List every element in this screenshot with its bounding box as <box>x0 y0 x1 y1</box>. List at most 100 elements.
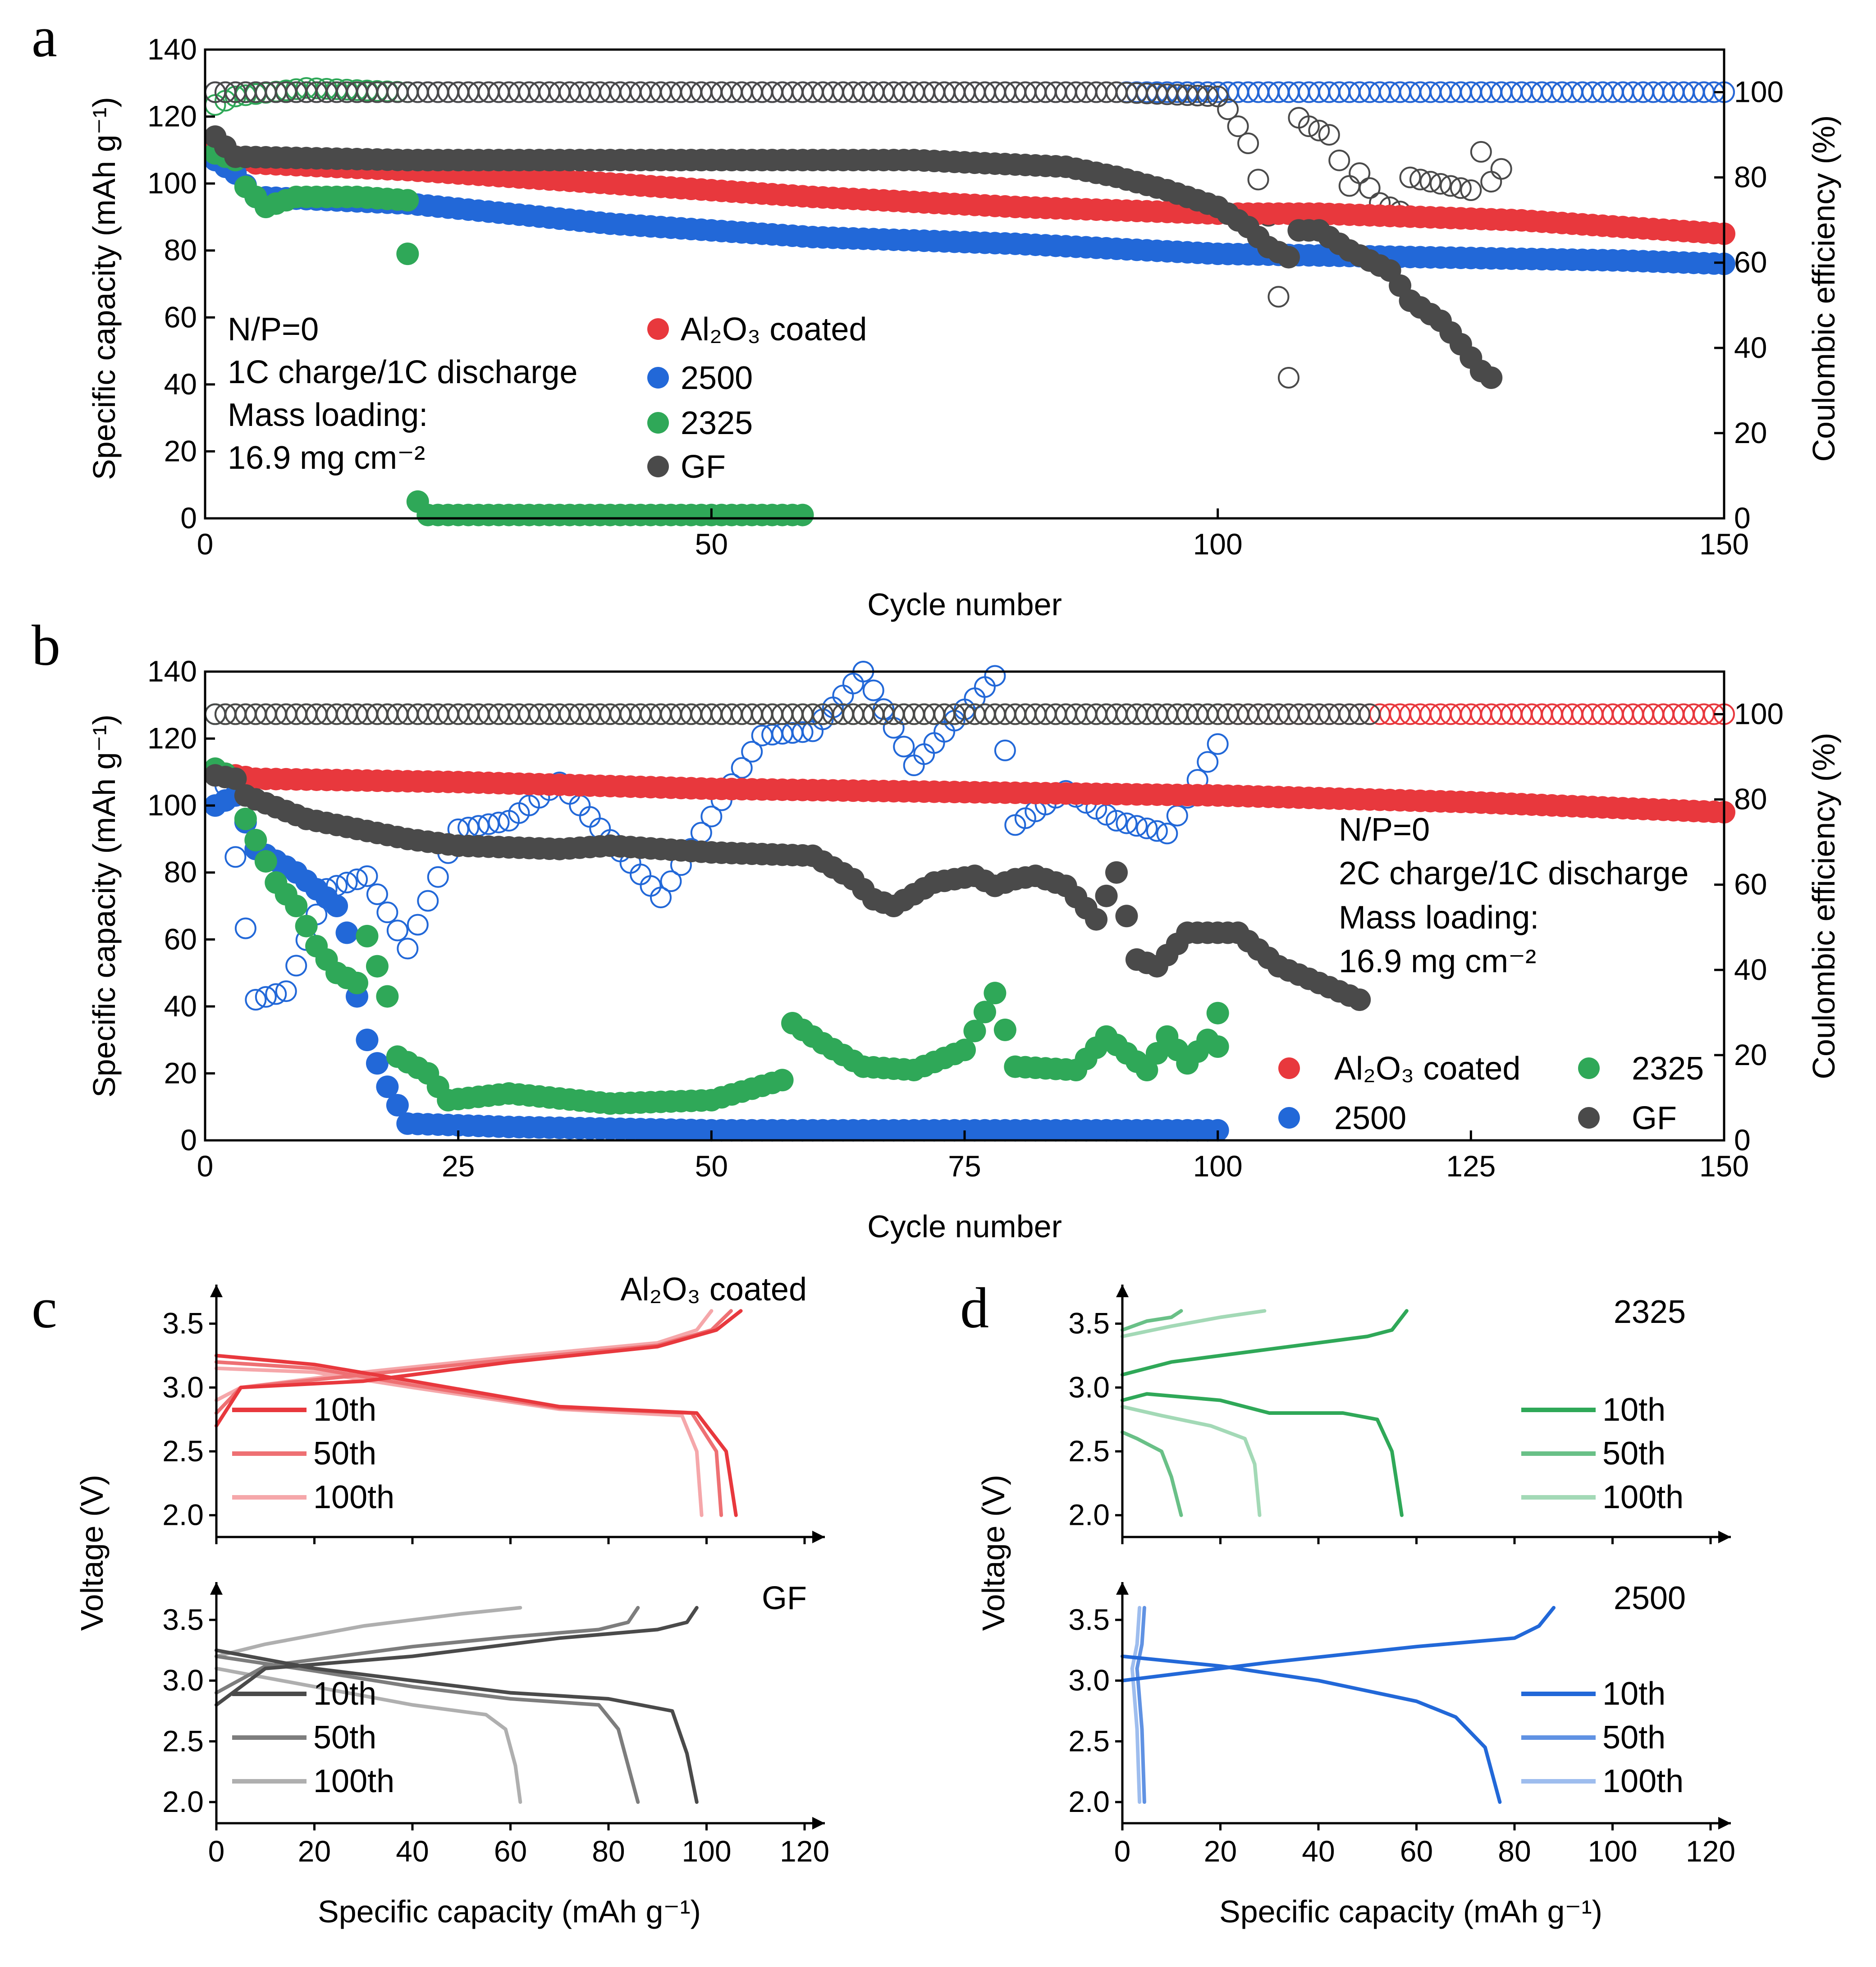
x-tick-label: 0 <box>208 1834 225 1868</box>
curve-2500-50th-discharge <box>1135 1666 1146 1804</box>
x-axis-arrow <box>812 1531 825 1543</box>
capacity-point-2325 <box>1206 1002 1229 1025</box>
ce-point-2500 <box>660 870 682 892</box>
x-tick-label: 60 <box>494 1834 527 1868</box>
panel-c-bottom-title: GF <box>762 1580 807 1616</box>
curve-2500-10th-charge <box>1121 1606 1556 1683</box>
panel-b-capacity-points <box>204 757 1735 1142</box>
plot-frame <box>204 48 1725 520</box>
legend-marker-2325 <box>647 412 669 434</box>
x-tick-label: 40 <box>1302 1834 1335 1868</box>
curve-gf-100th-charge <box>215 1606 522 1658</box>
ce-point-2500 <box>376 901 398 924</box>
y-tick-label: 2.5 <box>162 1724 204 1757</box>
ce-point-gf <box>1298 115 1320 137</box>
y-tick-label: 20 <box>164 434 197 467</box>
x-tick-label: 50 <box>695 1149 728 1183</box>
legend-marker-2500 <box>1278 1107 1300 1129</box>
legend-marker-2325 <box>1578 1057 1600 1079</box>
y-tick-label: 0 <box>180 1123 197 1157</box>
panel-c-top-legend: 10th 50th 100th <box>232 1392 394 1515</box>
ce-point-gf <box>1328 149 1350 171</box>
panel-d-bottom-title: 2500 <box>1614 1580 1686 1616</box>
y-tick-label: 2.0 <box>162 1498 204 1532</box>
legend-label-10th: 10th <box>1602 1676 1666 1712</box>
ce-point-2500 <box>397 938 419 960</box>
ce-point-gf <box>1460 179 1482 201</box>
x-axis-arrow <box>1718 1817 1731 1830</box>
panel-c-bottom-legend: 10th 50th 100th <box>232 1676 394 1799</box>
panel-c-xlabel: Specific capacity (mAh g⁻¹) <box>318 1894 701 1929</box>
y2-tick-label: 0 <box>1734 1123 1751 1157</box>
y-tick-label: 2.5 <box>1068 1434 1110 1468</box>
y-tick-label: 100 <box>147 166 197 200</box>
panel-d: 2.02.53.03.52.02.53.03.50 20 40 60 80 100 120 … <box>976 1285 1735 1929</box>
y-tick-label: 120 <box>147 722 197 755</box>
ce-point-2500 <box>275 980 297 1002</box>
capacity-point-2500 <box>356 1029 379 1052</box>
legend-label-100th: 100th <box>1602 1479 1684 1515</box>
capacity-point-2500 <box>1206 1119 1229 1142</box>
capacity-point-2325 <box>234 807 257 830</box>
x-tick-label: 150 <box>1699 527 1749 561</box>
legend-label-50th: 50th <box>313 1720 376 1756</box>
ce-point-gf <box>1227 115 1249 137</box>
ce-point-gf <box>1197 85 1219 107</box>
panel-d-ylabel: Voltage (V) <box>976 1475 1011 1631</box>
y2-tick-label: 40 <box>1734 953 1767 986</box>
panel-b-annotation-line-4: 16.9 mg cm⁻² <box>1339 943 1536 979</box>
x-axis-arrow <box>812 1817 825 1830</box>
capacity-point-2500 <box>335 921 358 944</box>
y-tick-label: 40 <box>164 989 197 1023</box>
panel-c-axes: 2.0 2.5 3.0 3.5 2.0 2.5 3.0 3.5 0 20 40 60 80 100 120 <box>162 1285 829 1868</box>
legend-label-50th: 50th <box>313 1436 376 1472</box>
y2-tick-label: 80 <box>1734 782 1767 816</box>
x-tick-label: 80 <box>592 1834 625 1868</box>
capacity-point-gf <box>1095 884 1118 907</box>
ce-point-gf <box>1308 119 1330 142</box>
x-tick-label: 125 <box>1446 1149 1496 1183</box>
x-tick-label: 25 <box>442 1149 475 1183</box>
capacity-point-2325 <box>396 242 419 265</box>
curve-gf-10th-charge <box>215 1606 699 1707</box>
y2-tick-label: 100 <box>1734 697 1784 731</box>
x-tick-label: 120 <box>1686 1834 1735 1868</box>
panel-c: 2.02.53.03.52.02.53.03.50 20 40 60 80 100 120 … <box>74 1272 829 1929</box>
y-tick-label: 80 <box>164 233 197 267</box>
legend-label-2325: 2325 <box>1632 1051 1704 1087</box>
legend-label-50th: 50th <box>1602 1720 1666 1756</box>
capacity-point-gf <box>1348 988 1371 1011</box>
legend-label-100th: 100th <box>313 1479 394 1515</box>
panel-d-curves <box>1121 1309 1556 1804</box>
panel-a-annotation-line-4: 16.9 mg cm⁻² <box>228 440 425 476</box>
y-axis-arrow <box>1116 1582 1129 1595</box>
curve-2500-100th-charge <box>1130 1606 1142 1670</box>
panel-c-curves <box>215 1309 743 1804</box>
legend-label-50th: 50th <box>1602 1436 1666 1472</box>
ce-point-gf <box>1429 173 1451 195</box>
capacity-point-2325 <box>254 850 277 873</box>
panel-a-ce-points <box>204 77 1735 389</box>
legend-marker-2500 <box>647 367 669 389</box>
y-axis-arrow <box>210 1285 223 1297</box>
curve-gf-50th-charge <box>215 1606 640 1695</box>
ce-point-gf <box>1359 177 1381 199</box>
capacity-point-gf <box>1085 908 1108 931</box>
panel-a-xlabel: Cycle number <box>867 587 1062 622</box>
y-tick-label: 60 <box>164 300 197 334</box>
panel-d-axes: 2.0 2.5 3.0 3.5 2.0 2.5 3.0 3.5 0 20 40 60 80 100 120 <box>1068 1285 1735 1868</box>
panel-b-annotation: N/P=0 2C charge/1C discharge Mass loadin… <box>1339 812 1688 979</box>
ce-point-2500 <box>336 872 358 893</box>
ce-point-gf <box>1419 171 1441 193</box>
capacity-point-2325 <box>1206 1035 1229 1058</box>
capacity-point-2325 <box>963 1020 986 1043</box>
legend-label-2325: 2325 <box>681 405 753 441</box>
legend-label-10th: 10th <box>313 1676 376 1712</box>
curve-gf-100th-discharge <box>215 1666 522 1804</box>
capacity-point-2325 <box>244 828 267 851</box>
panel-b: 0 25 50 75 100 125 150020406080100120140020406… <box>87 654 1841 1244</box>
ce-point-2500 <box>346 868 368 890</box>
panel-a: 0 50 100 150020406080100120140020406080100 … <box>87 32 1841 622</box>
